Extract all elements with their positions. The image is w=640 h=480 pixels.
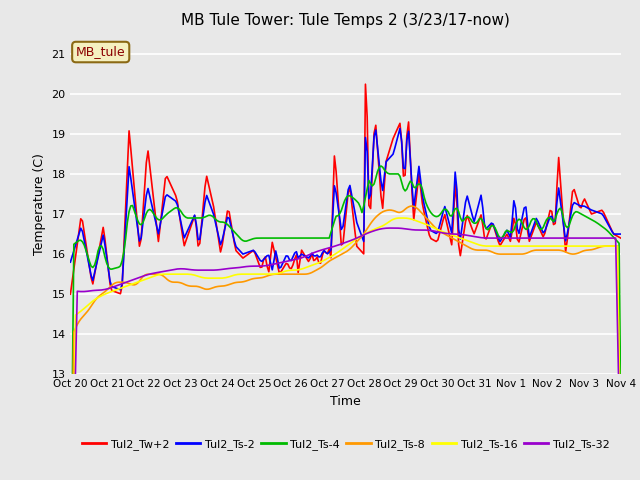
Title: MB Tule Tower: Tule Temps 2 (3/23/17-now): MB Tule Tower: Tule Temps 2 (3/23/17-now…	[181, 13, 510, 28]
Legend: Tul2_Tw+2, Tul2_Ts-2, Tul2_Ts-4, Tul2_Ts-8, Tul2_Ts-16, Tul2_Ts-32: Tul2_Tw+2, Tul2_Ts-2, Tul2_Ts-4, Tul2_Ts…	[77, 434, 614, 454]
X-axis label: Time: Time	[330, 395, 361, 408]
Text: MB_tule: MB_tule	[76, 46, 125, 59]
Y-axis label: Temperature (C): Temperature (C)	[33, 153, 46, 255]
